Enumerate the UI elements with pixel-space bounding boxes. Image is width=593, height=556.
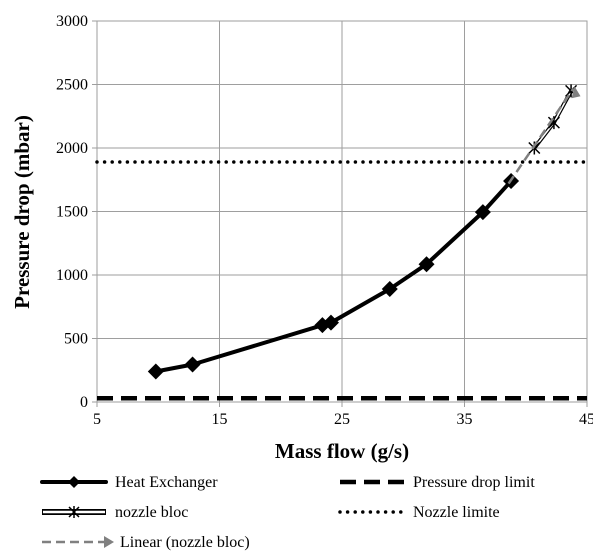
y-tick-label: 1500 <box>56 204 88 221</box>
y-tick-label: 2000 <box>56 140 88 157</box>
series-line <box>507 87 575 185</box>
legend-item-heat-exchanger: Heat Exchanger <box>40 474 218 491</box>
legend-label: nozzle bloc <box>115 504 188 521</box>
x-axis-ticks: 5 15 25 35 45 <box>93 402 593 428</box>
legend-label: Heat Exchanger <box>115 474 218 491</box>
y-axis-title: Pressure drop (mbar) <box>10 115 34 309</box>
data-point-diamond <box>184 356 201 373</box>
y-axis-ticks: 0 500 1000 1500 2000 2500 3000 <box>56 13 97 411</box>
legend-arrowhead <box>104 536 114 548</box>
x-tick-label: 45 <box>579 411 593 428</box>
data-point-diamond <box>381 280 398 297</box>
y-tick-label: 3000 <box>56 13 88 30</box>
x-axis-title: Mass flow (g/s) <box>275 439 409 463</box>
data-point-diamond <box>322 314 339 331</box>
legend-marker-diamond <box>68 476 80 488</box>
x-tick-label: 5 <box>93 411 101 428</box>
legend-item-pressure-drop-limit: Pressure drop limit <box>340 474 535 491</box>
x-tick-label: 15 <box>212 411 228 428</box>
legend-item-nozzle-limite: Nozzle limite <box>338 504 500 521</box>
y-tick-label: 1000 <box>56 267 88 284</box>
y-tick-label: 0 <box>80 394 88 411</box>
legend-item-linear-nozzle-bloc: Linear (nozzle bloc) <box>42 534 250 551</box>
legend-label: Nozzle limite <box>413 504 500 521</box>
data-point-diamond <box>147 363 164 380</box>
series-line <box>153 179 514 374</box>
grid <box>97 21 587 402</box>
legend-marker-star <box>68 506 80 518</box>
legend-item-nozzle-bloc: nozzle bloc <box>42 504 188 521</box>
series-linear-nozzle-bloc <box>507 86 581 185</box>
x-tick-label: 25 <box>334 411 350 428</box>
legend-label: Pressure drop limit <box>413 474 535 491</box>
data-point-star <box>547 116 560 130</box>
trendline-arrowhead <box>571 86 581 99</box>
series-layer <box>95 84 589 401</box>
y-tick-label: 500 <box>64 331 88 348</box>
legend: Heat Exchanger Pressure drop limit nozzle … <box>40 474 535 551</box>
legend-label: Linear (nozzle bloc) <box>120 534 250 551</box>
x-tick-label: 35 <box>457 411 473 428</box>
y-tick-label: 2500 <box>56 77 88 94</box>
data-point-diamond <box>474 204 491 221</box>
series-heat-exchanger <box>147 173 520 380</box>
data-point-diamond <box>418 256 435 273</box>
